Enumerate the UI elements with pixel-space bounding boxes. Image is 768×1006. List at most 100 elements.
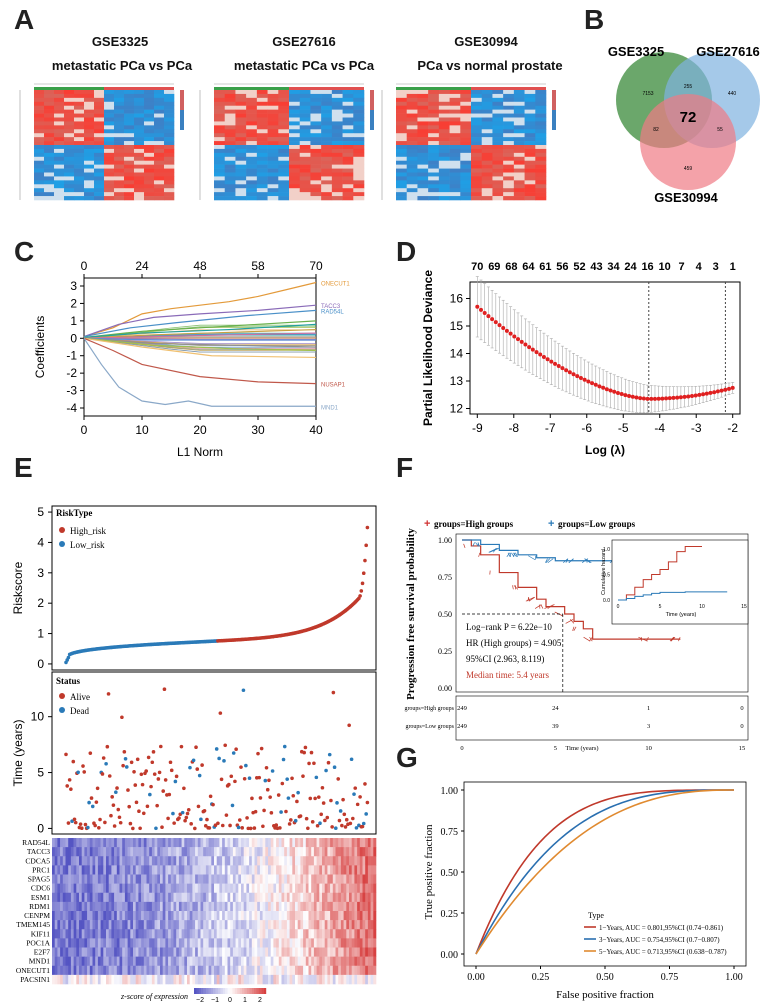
- heatmap-cell: [44, 141, 55, 146]
- panel-e-heatmap-cell: [365, 929, 369, 939]
- panel-e-heatmap-cell: [324, 838, 328, 848]
- panel-e-heatmap-cell: [343, 883, 347, 894]
- heatmap-cell: [406, 172, 418, 177]
- heatmap-cell: [481, 101, 493, 107]
- heatmap-cell: [417, 137, 429, 142]
- panel-e-heatmap-cell: [365, 892, 369, 903]
- heatmap-cell: [124, 148, 135, 154]
- panel-e-heatmap-cell: [268, 892, 271, 903]
- panel-e-heatmap-cell: [65, 974, 69, 985]
- heatmap-cell: [34, 160, 45, 165]
- panel-e-heatmap-cell: [57, 901, 61, 912]
- heatmap-cell: [64, 105, 75, 110]
- panel-e-heatmap-cell: [197, 920, 201, 930]
- heatmap-cell: [134, 172, 145, 177]
- panel-e-heatmap-cell: [273, 947, 277, 957]
- panel-e-heatmap-cell: [79, 901, 82, 912]
- panel-e-heatmap-cell: [313, 929, 317, 939]
- heatmap-legend-hot: [552, 90, 556, 110]
- panel-e-heatmap-cell: [249, 874, 253, 884]
- panel-e-heatmap-cell: [100, 965, 104, 976]
- heatmap-cell: [256, 145, 268, 150]
- panel-e-heatmap-cell: [111, 892, 115, 903]
- heatmap-cell: [104, 168, 115, 173]
- panel-e-time-point: [304, 816, 309, 821]
- heatmap-cell: [396, 90, 408, 95]
- panel-e-heatmap-cell: [197, 838, 201, 848]
- heatmap-cell: [310, 133, 322, 138]
- panel-e-heatmap-cell: [373, 874, 377, 884]
- panel-e-heatmap-cell: [251, 929, 255, 939]
- panel-e-heatmap-cell: [114, 883, 118, 894]
- panel-e-time-point: [69, 787, 73, 791]
- panel-e-heatmap-cell: [97, 847, 101, 857]
- panel-e-heatmap-cell: [278, 865, 282, 875]
- panel-e-heatmap-cell: [151, 874, 155, 884]
- panel-e-heatmap-cell: [224, 929, 228, 939]
- panel-e-heatmap-cell: [57, 938, 61, 948]
- panel-e-heatmap-cell: [292, 965, 296, 976]
- panel-e-heatmap-cell: [178, 965, 182, 976]
- heatmap-cell: [84, 97, 95, 103]
- panel-e-heatmap-cell: [57, 965, 61, 976]
- panel-e-heatmap-cell: [154, 920, 158, 930]
- panel-a-heatmaps: [19, 83, 556, 201]
- panel-e-heatmap-cell: [297, 856, 301, 866]
- panel-e-heatmap-cell: [278, 838, 282, 848]
- heatmap-cell: [417, 180, 429, 185]
- heatmap-cell: [224, 168, 236, 173]
- heatmap-cell: [471, 109, 483, 114]
- panel-e-heatmap-legend-tick: 0: [228, 997, 232, 1004]
- panel-e-heatmap-cell: [203, 920, 207, 930]
- panel-e-heatmap-cell: [149, 838, 153, 848]
- panel-e-heatmap-cell: [138, 883, 142, 894]
- heatmap-cell: [224, 129, 236, 134]
- panel-d-point: [630, 394, 635, 399]
- panel-e-heatmap-cell: [367, 892, 371, 903]
- heatmap-cell: [124, 129, 135, 134]
- panel-e-heatmap-cell: [249, 901, 253, 912]
- heatmap-cell: [104, 160, 115, 165]
- heatmap-cell: [428, 148, 440, 154]
- panel-e-heatmap-cell: [165, 956, 169, 967]
- panel-e-time-point: [172, 821, 176, 825]
- heatmap-cell: [460, 164, 472, 169]
- panel-e-time-point: [127, 804, 131, 809]
- heatmap-cell: [331, 90, 343, 95]
- panel-f-inset-frame: [611, 539, 749, 625]
- heatmap-cell: [321, 164, 333, 169]
- panel-e-heatmap-cell: [365, 938, 369, 948]
- heatmap-cell: [503, 137, 515, 142]
- panel-e-heatmap-cell: [311, 847, 315, 857]
- heatmap-cell: [154, 109, 165, 114]
- panel-e-heatmap-cell: [111, 947, 115, 957]
- panel-e-heatmap-cell: [238, 883, 242, 894]
- panel-e-time-point: [364, 812, 368, 816]
- heatmap-cell: [342, 148, 354, 154]
- heatmap-cell: [289, 145, 301, 150]
- panel-e-heatmap-cell: [203, 865, 207, 875]
- panel-e-heatmap-cell: [208, 947, 212, 957]
- heatmap-cell: [417, 145, 429, 150]
- panel-e-heatmap-cell: [124, 929, 128, 939]
- panel-e-heatmap-cell: [227, 901, 231, 912]
- panel-e-heatmap-cell: [259, 956, 263, 967]
- heatmap-cell: [289, 97, 301, 103]
- panel-e-heatmap-cell: [154, 938, 158, 948]
- heatmap-cell: [267, 113, 279, 118]
- panel-e-heatmap-cell: [219, 883, 223, 894]
- panel-e-heatmap-cell: [200, 911, 204, 921]
- panel-e-heatmap-cell: [327, 874, 331, 884]
- panel-letter-g: G: [396, 742, 418, 773]
- heatmap-cell: [246, 129, 258, 134]
- heatmap-cell: [299, 113, 311, 118]
- panel-e-time-point: [116, 807, 121, 812]
- panel-e-heatmap-cell: [273, 929, 277, 939]
- panel-e-heatmap-cell: [208, 883, 212, 894]
- panel-e-heatmap-cell: [367, 883, 371, 894]
- panel-e-heatmap-cell: [319, 901, 323, 912]
- panel-e-heatmap-cell: [62, 892, 66, 903]
- panel-e-heatmap-cell: [181, 838, 185, 848]
- heatmap-cell: [246, 196, 258, 201]
- heatmap-cell: [535, 93, 547, 99]
